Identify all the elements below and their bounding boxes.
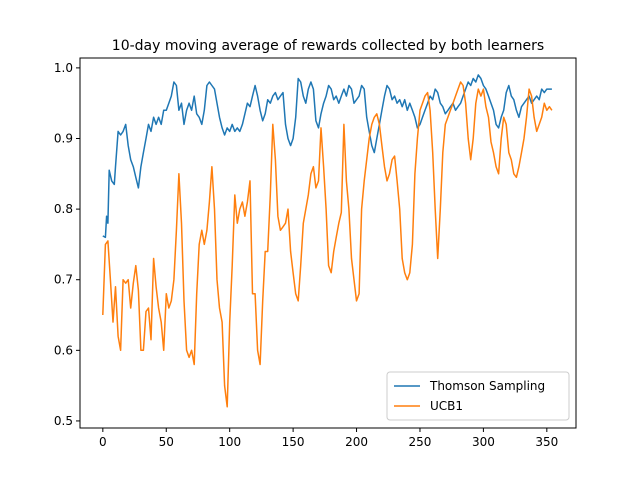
y-tick-label: 1.0 — [54, 61, 73, 75]
x-tick-label: 350 — [535, 435, 558, 449]
legend-label-thomson-sampling: Thomson Sampling — [429, 379, 545, 393]
x-tick-label: 50 — [159, 435, 174, 449]
x-tick-label: 300 — [472, 435, 495, 449]
legend: Thomson Sampling UCB1 — [386, 371, 570, 421]
y-tick-label: 0.9 — [54, 131, 73, 145]
chart-title: 10-day moving average of rewards collect… — [112, 38, 544, 54]
series-layer — [102, 74, 553, 408]
plot-area — [79, 57, 577, 429]
x-axis: 0 50 100 150 200 250 300 350 — [99, 428, 558, 449]
y-tick-label: 0.5 — [54, 414, 73, 428]
x-tick-label: 0 — [99, 435, 107, 449]
axes-frame — [79, 57, 577, 429]
series-line-ucb1 — [102, 81, 553, 408]
legend-label-ucb1: UCB1 — [430, 399, 463, 413]
series-line-thomson-sampling — [102, 74, 552, 239]
y-tick-label: 0.8 — [54, 202, 73, 216]
y-tick-label: 0.7 — [54, 273, 73, 287]
x-tick-label: 100 — [218, 435, 241, 449]
y-axis: 0.5 0.6 0.7 0.8 0.9 1.0 — [54, 61, 80, 428]
legend-box — [386, 371, 570, 421]
x-tick-label: 150 — [282, 435, 305, 449]
x-tick-label: 250 — [409, 435, 432, 449]
y-tick-label: 0.6 — [54, 343, 73, 357]
x-tick-label: 200 — [345, 435, 368, 449]
